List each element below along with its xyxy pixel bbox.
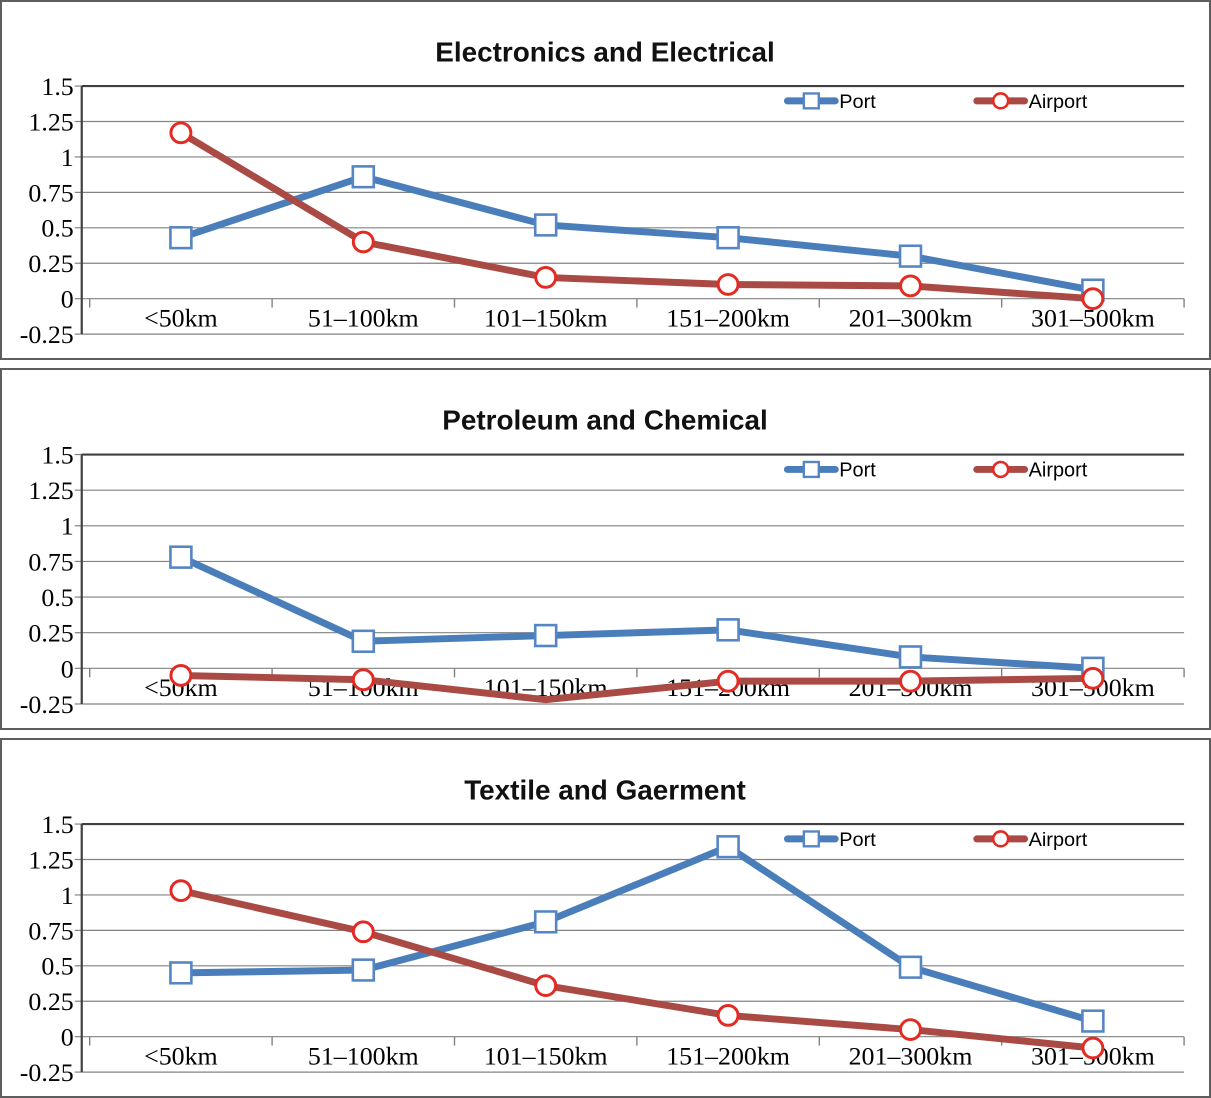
airport-series-marker [351, 668, 375, 692]
x-axis-category-label: 51–100km [308, 1041, 419, 1070]
port-series-marker [533, 910, 558, 934]
x-axis-category-label: 151–200km [666, 1041, 790, 1070]
legend-port-square-marker-icon [802, 460, 820, 479]
y-axis-tick-label: 1.25 [28, 107, 73, 136]
y-axis-tick-label: 0.25 [28, 249, 73, 278]
y-axis-tick-label: -0.25 [20, 320, 74, 349]
airport-series-marker [899, 1018, 922, 1041]
airport-series-marker [716, 1004, 740, 1027]
y-axis-tick-label: 1 [61, 512, 74, 541]
port-series-marker [716, 835, 740, 859]
y-axis-tick-label: 0 [61, 285, 74, 314]
airport-series-marker [899, 669, 922, 693]
port-series-marker [169, 226, 193, 250]
legend-label-port: Port [839, 459, 876, 481]
y-axis-tick-label: 1 [61, 143, 74, 172]
legend-label-airport: Airport [1029, 459, 1088, 481]
x-axis-category-label: <50km [144, 1041, 218, 1070]
airport-series-line [177, 129, 1097, 303]
x-axis-category-label: 51–100km [308, 303, 419, 332]
port-series-line [177, 553, 1097, 672]
airport-series-marker [1081, 666, 1105, 690]
y-axis-tick-label: 0.5 [41, 952, 73, 981]
port-series-marker [716, 618, 740, 642]
chart-title: Textile and Gaerment [464, 774, 746, 805]
port-series-marker [169, 961, 193, 985]
y-axis-tick-label: 1 [61, 881, 74, 910]
legend-airport-circle-marker-icon [991, 460, 1010, 479]
y-axis-tick-label: 0 [61, 654, 74, 683]
chart-panel-electronics-and-electrical: 1.5 1.25 1 0.75 0.5 0.25 0 -0.25 <50km 51–100km 10… [0, 0, 1211, 360]
airport-series-line [177, 671, 1097, 704]
chart-title: Petroleum and Chemical [442, 405, 767, 436]
y-axis-tick-label: 1.5 [41, 72, 73, 101]
airport-series-marker [351, 230, 375, 254]
airport-series-marker [351, 920, 375, 944]
x-axis-category-label: 101–150km [484, 303, 608, 332]
port-series-marker [351, 165, 376, 189]
x-axis-category-label: <50km [144, 303, 218, 332]
electronics-chart-canvas: 1.5 1.25 1 0.75 0.5 0.25 0 -0.25 <50km 51–100km 10… [20, 36, 1185, 349]
airport-series-marker [169, 879, 193, 903]
port-series-marker [898, 244, 923, 268]
port-series-marker [351, 629, 376, 653]
y-axis-tick-label: 0 [61, 1023, 74, 1052]
y-axis-tick-label: 0.25 [28, 987, 73, 1016]
x-axis-category-label: 201–300km [849, 303, 973, 332]
y-axis-tick-label: 1.25 [28, 845, 73, 874]
legend-airport-circle-marker-icon [991, 92, 1010, 110]
y-axis-tick-label: 1.5 [41, 810, 73, 839]
legend-port-square-marker-icon [802, 92, 820, 110]
port-series-marker [898, 645, 923, 669]
port-series-marker [898, 955, 923, 979]
y-axis-tick-label: 1.25 [28, 476, 73, 505]
port-series-line [177, 173, 1097, 294]
legend-label-port: Port [839, 91, 876, 113]
chart-panel-petroleum-and-chemical: 1.51.2510.750.50.250-0.25<50km51–100km10… [0, 368, 1211, 730]
airport-series-line [177, 887, 1097, 1052]
legend-label-airport: Airport [1029, 91, 1088, 113]
y-axis-tick-label: 0.75 [28, 178, 73, 207]
airport-series-marker [534, 266, 558, 289]
airport-series-marker [1081, 1036, 1105, 1060]
airport-series-marker [534, 974, 558, 998]
airport-series-marker [716, 669, 740, 693]
y-axis-tick-label: 1.5 [41, 441, 73, 470]
y-axis-tick-label: 0.5 [41, 583, 73, 612]
y-axis-tick-label: 0.75 [28, 916, 73, 945]
airport-series-marker [899, 274, 922, 298]
y-axis-tick-label: -0.25 [20, 1058, 74, 1087]
x-axis-category-label: 151–200km [666, 303, 790, 332]
x-axis-category-label: 101–150km [484, 1041, 608, 1070]
y-axis-tick-label: 0.5 [41, 214, 73, 243]
port-series-marker [351, 958, 376, 982]
port-series-marker [169, 545, 193, 569]
chart-panel-textile-and-garment: 1.5 1.25 1 0.75 0.5 0.25 0 -0.25 <50km 51–100km 10… [0, 738, 1211, 1098]
y-axis-tick-label: 0.25 [28, 619, 73, 648]
legend-label-airport: Airport [1029, 829, 1088, 851]
petroleum-chart-canvas: 1.51.2510.750.50.250-0.25<50km51–100km10… [20, 405, 1185, 719]
port-series-line [177, 843, 1097, 1025]
y-axis-tick-label: 0.75 [28, 547, 73, 576]
port-series-marker [533, 623, 558, 648]
y-axis-tick-label: -0.25 [20, 690, 74, 719]
port-series-marker [1081, 1009, 1105, 1033]
textile-chart-canvas: 1.5 1.25 1 0.75 0.5 0.25 0 -0.25 <50km 51–100km 10… [20, 774, 1185, 1087]
airport-series-marker [169, 121, 193, 145]
legend-port-square-marker-icon [802, 830, 820, 848]
airport-series-marker [1081, 287, 1105, 311]
airport-series-marker [169, 664, 193, 687]
legend-airport-circle-marker-icon [991, 830, 1010, 848]
legend-label-port: Port [839, 829, 876, 851]
airport-series-marker [716, 273, 740, 296]
port-series-marker [533, 213, 558, 237]
x-axis-category-label: 201–300km [849, 1041, 973, 1070]
chart-title: Electronics and Electrical [435, 36, 774, 67]
port-series-marker [716, 226, 740, 250]
